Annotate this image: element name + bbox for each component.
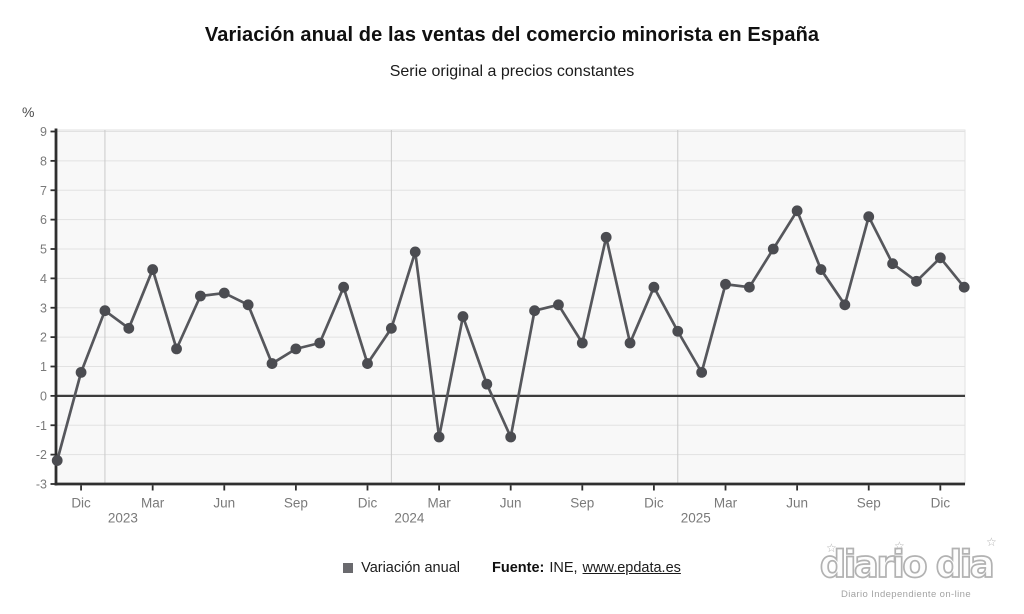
data-point [887, 258, 898, 270]
x-tick-label: Sep [284, 496, 308, 511]
legend-label: Variación anual [361, 560, 460, 576]
watermark-logo: diario dia ☆ ☆ ☆ Diario Independiente on… [790, 535, 1022, 601]
y-axis-unit-label: % [22, 104, 34, 120]
data-point [433, 431, 445, 443]
data-point [409, 246, 421, 258]
data-point [767, 243, 779, 255]
y-tick-label: 8 [40, 154, 47, 168]
source-note: Fuente: INE, www.epdata.es [492, 560, 681, 576]
data-point [672, 325, 684, 337]
x-tick-label: Dic [71, 496, 91, 511]
watermark-logo-text: diario dia [819, 542, 996, 587]
data-point [51, 455, 63, 466]
data-point [911, 275, 922, 287]
x-tick-label: Mar [714, 496, 738, 511]
y-tick-label: 4 [40, 272, 47, 286]
data-point [529, 305, 540, 317]
data-point [815, 264, 827, 275]
data-point [743, 281, 755, 293]
data-point [624, 337, 636, 349]
legend-square-icon [343, 563, 354, 573]
y-tick-label: -2 [36, 448, 47, 462]
year-label: 2025 [681, 511, 711, 526]
data-point [720, 278, 731, 290]
data-point [362, 358, 373, 369]
x-tick-label: Dic [358, 496, 378, 511]
data-point [171, 343, 182, 355]
data-point [147, 264, 159, 275]
y-tick-label: 7 [40, 184, 47, 198]
y-tick-label: 3 [40, 301, 47, 315]
data-point [863, 211, 875, 223]
y-tick-label: 1 [40, 360, 47, 374]
data-point [791, 205, 803, 217]
data-point [99, 305, 111, 317]
x-tick-label: Mar [141, 496, 165, 511]
y-tick-label: 5 [40, 243, 47, 257]
data-point [75, 366, 87, 378]
x-tick-label: Dic [931, 496, 951, 511]
data-point [290, 343, 302, 355]
data-point [457, 311, 469, 322]
chart-title: Variación anual de las ventas del comerc… [204, 24, 820, 46]
data-point [338, 281, 350, 293]
star-icon: ☆ [986, 535, 997, 549]
data-point [934, 252, 946, 264]
chart-footer: Variación anual Fuente: INE, www.epdata.… [0, 560, 1024, 576]
x-tick-label: Jun [786, 496, 808, 511]
data-point [553, 299, 564, 311]
x-tick-label: Sep [570, 496, 594, 511]
data-point [576, 337, 588, 349]
data-point [314, 337, 326, 349]
x-tick-label: Sep [857, 496, 881, 511]
data-point [218, 287, 230, 299]
watermark-tagline: Diario Independiente on-line [840, 589, 972, 601]
year-label: 2024 [394, 511, 425, 526]
data-point [266, 358, 278, 369]
data-point [505, 431, 517, 443]
y-tick-label: -3 [36, 478, 47, 492]
data-point [600, 231, 612, 243]
data-point [839, 299, 851, 311]
source-link[interactable]: www.epdata.es [582, 560, 681, 576]
data-point [958, 281, 970, 293]
x-tick-label: Mar [427, 496, 451, 511]
source-name: INE, [549, 560, 578, 576]
y-tick-label: 2 [40, 331, 47, 345]
y-tick-label: 6 [40, 213, 47, 227]
data-point [123, 322, 135, 334]
data-point [481, 378, 493, 390]
data-point [696, 366, 708, 378]
y-tick-label: 9 [40, 125, 47, 139]
y-tick-label: -1 [36, 419, 47, 433]
data-point [648, 281, 660, 293]
data-point [242, 299, 254, 311]
chart-subtitle: Serie original a precios constantes [389, 63, 635, 80]
year-label: 2023 [108, 511, 138, 526]
star-icon: ☆ [894, 539, 905, 553]
line-chart-canvas: -3 -2 -1 0 1 2 3 4 5 6 7 8 9 Dic Mar Jun Sep Dic Mar Jun Sep… [22, 104, 970, 526]
legend-item: Variación anual [343, 560, 460, 576]
x-tick-label: Dic [644, 496, 664, 511]
x-tick-label: Jun [500, 496, 522, 511]
source-prefix: Fuente: [491, 560, 545, 576]
line-chart: -3 -2 -1 0 1 2 3 4 5 6 7 8 9 Dic Mar Jun Sep Dic Mar Jun Sep… [22, 104, 970, 526]
y-tick-label: 0 [40, 389, 47, 403]
data-point [195, 290, 206, 302]
data-point [385, 322, 397, 334]
x-tick-label: Jun [213, 496, 235, 511]
star-icon: ☆ [826, 541, 837, 555]
